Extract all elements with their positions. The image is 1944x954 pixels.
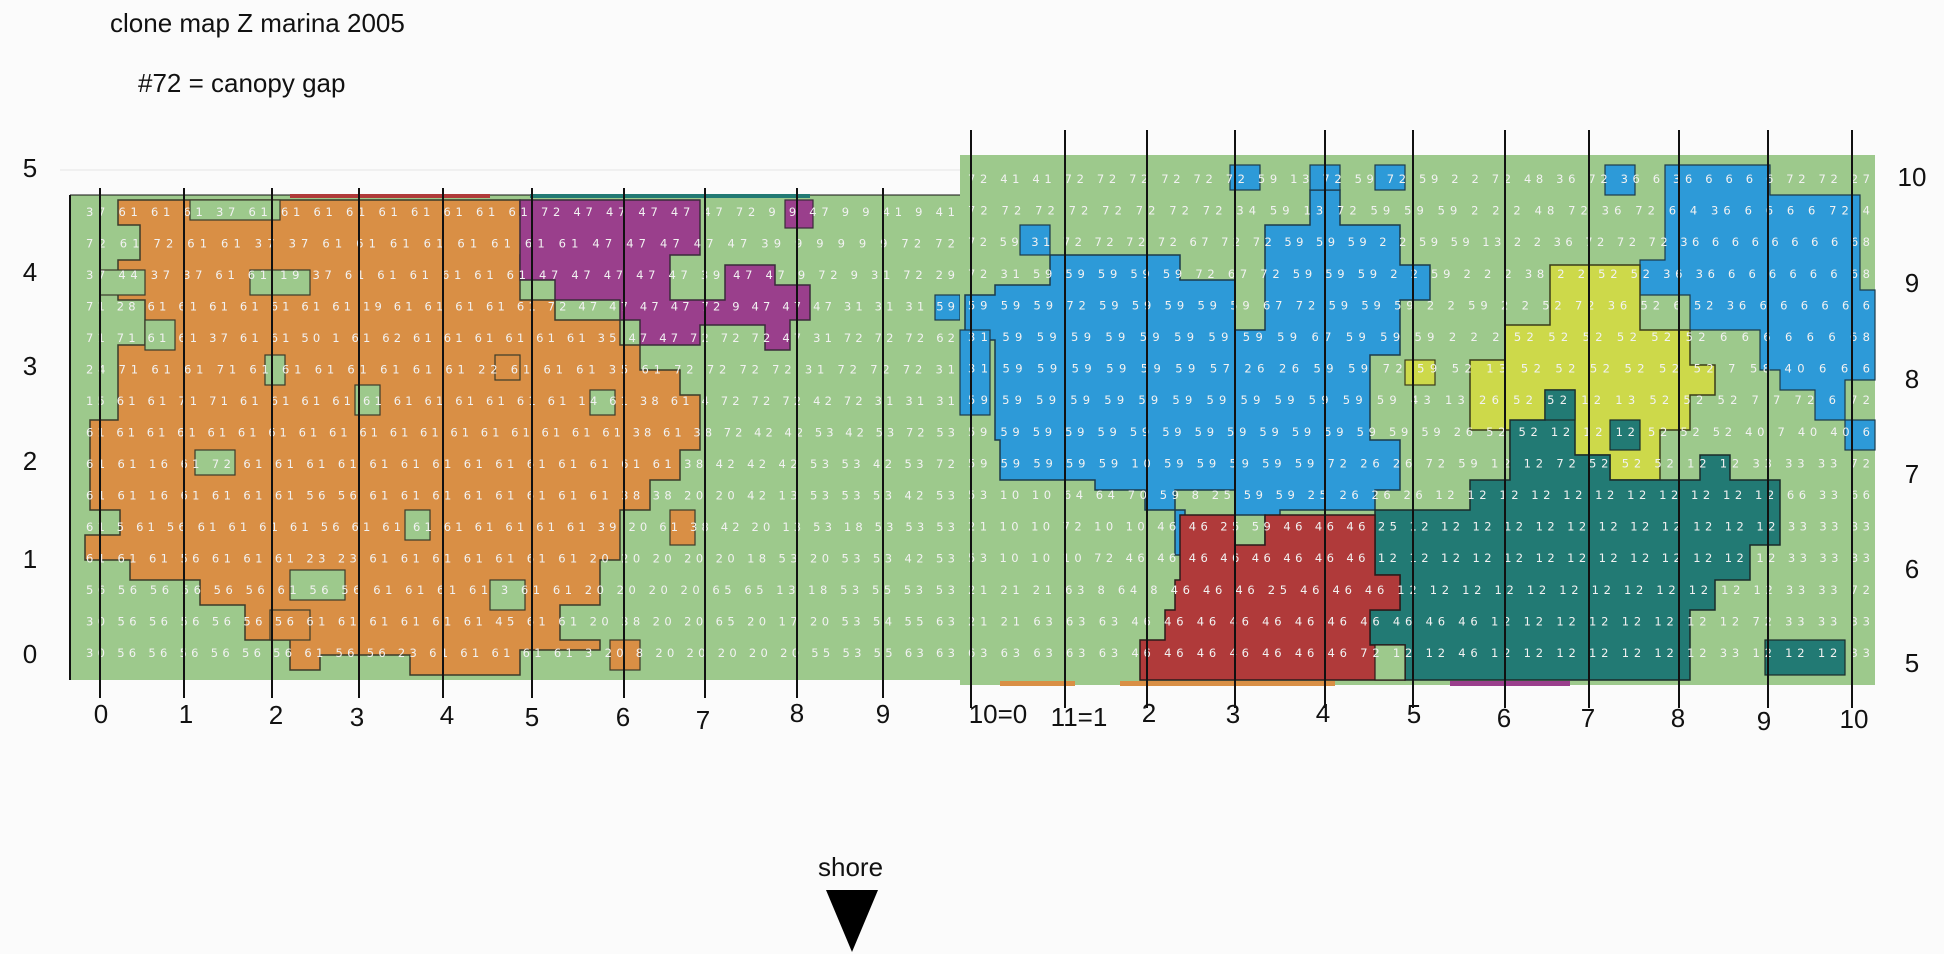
x-axis-label: 9: [1757, 706, 1771, 736]
blue-clone-region: [959, 164, 1876, 556]
x-axis-label: 4: [1316, 698, 1330, 728]
cell-number-row: 30 56 56 56 56 56 56 61 61 61 61 61 61 4…: [86, 615, 955, 629]
orange-clone-region: [84, 199, 701, 676]
x-axis-label: 7: [696, 705, 710, 735]
y-axis-label: 5: [1905, 648, 1919, 678]
x-axis-label: 10: [1840, 704, 1869, 734]
y-axis-label: 0: [23, 639, 37, 669]
canopy-gap-note: #72 = canopy gap: [138, 68, 346, 98]
x-axis-label: 2: [1142, 698, 1156, 728]
x-axis-label: 6: [616, 702, 630, 732]
cell-number-row: 72 41 41 72 72 72 72 72 72 59 13 72 59 7…: [968, 172, 1870, 186]
cell-number-row: 71 28 61 61 61 61 61 61 61 19 61 61 61 6…: [86, 300, 955, 314]
cell-number-row: 63 63 63 63 63 46 46 46 46 46 46 46 72 1…: [968, 646, 1870, 660]
right-y-labels: 10 9 8 7 6 5: [1898, 162, 1927, 678]
bottom-orange-strip-2: [1120, 681, 1335, 686]
cell-number-row: 56 56 56 56 56 56 61 56 56 61 61 61 61 3…: [86, 583, 955, 597]
x-axis-label: 1: [179, 699, 193, 729]
x-axis-label: 6: [1497, 703, 1511, 733]
x-axis-label: 5: [1407, 699, 1421, 729]
y-axis-label: 6: [1905, 554, 1919, 584]
cell-number-row: 61 61 16 61 61 61 61 56 56 61 61 61 61 6…: [86, 489, 955, 503]
vertical-grid-lines: [99, 130, 1853, 708]
cell-number-row: 59 59 59 59 59 10 59 59 59 59 59 72 26 2…: [968, 456, 1870, 470]
right-x-labels: 10=0 11=1 2 3 4 5 6 7 8 9 10: [969, 698, 1869, 736]
left-x-labels: 0 1 2 3 4 5 6 7 8 9: [94, 698, 890, 735]
cell-number-row: 53 10 10 64 64 70 59 8 25 59 59 25 26 26…: [968, 488, 1870, 502]
cell-number-row: 71 71 61 61 37 61 61 50 1 61 62 61 61 61…: [86, 331, 955, 345]
x-axis-label: 4: [440, 700, 454, 730]
bottom-purple-strip: [1450, 681, 1570, 686]
x-axis-label: 9: [876, 699, 890, 729]
purple-clone-region: [519, 199, 814, 351]
y-axis-label: 2: [23, 446, 37, 476]
cell-number-row: 21 21 63 63 63 46 46 46 46 46 46 46 46 4…: [968, 614, 1870, 628]
cell-number-row: 31 59 59 59 59 59 59 59 59 59 67 59 59 5…: [968, 330, 1870, 344]
y-axis-label: 10: [1898, 162, 1927, 192]
shore-label: shore: [818, 852, 884, 882]
y-axis-label: 5: [23, 153, 37, 183]
y-axis-label: 7: [1905, 459, 1919, 489]
shore-arrow-icon: [826, 890, 878, 952]
bottom-orange-strip: [1000, 681, 1075, 686]
y-axis-label: 3: [23, 351, 37, 381]
x-axis-label: 11=1: [1051, 702, 1108, 732]
y-axis-label: 9: [1905, 268, 1919, 298]
x-axis-label: 8: [790, 698, 804, 728]
x-axis-label: 0: [94, 699, 108, 729]
cell-number-row: 37 61 61 61 37 61 61 61 61 61 61 61 61 6…: [86, 205, 955, 219]
cell-number-row: 61 61 16 61 72 61 61 61 61 61 61 61 61 6…: [86, 457, 955, 471]
x-axis-label: 8: [1671, 703, 1685, 733]
cell-number-row: 37 44 37 37 61 61 19 37 61 61 61 61 61 6…: [86, 268, 955, 282]
x-axis-label: 10=0: [969, 699, 1028, 729]
x-axis-label: 5: [525, 702, 539, 732]
map-title: clone map Z marina 2005: [110, 8, 405, 38]
teal-clone-region: [1369, 389, 1846, 681]
cell-number-row: 61 5 61 56 61 61 61 61 56 61 61 61 61 61…: [86, 520, 955, 534]
x-axis-label: 3: [1226, 699, 1240, 729]
left-y-labels: 5 4 3 2 1 0: [23, 153, 37, 669]
x-axis-label: 3: [350, 702, 364, 732]
cell-number-row: 15 61 61 71 71 61 61 61 61 61 61 61 61 6…: [86, 394, 955, 408]
y-axis-label: 8: [1905, 364, 1919, 394]
x-axis-label: 2: [269, 700, 283, 730]
cell-number-row: 61 61 61 56 61 61 61 23 23 61 61 61 61 6…: [86, 552, 955, 566]
x-axis-label: 7: [1581, 703, 1595, 733]
red-clone-region: [1139, 514, 1406, 681]
y-axis-label: 1: [23, 544, 37, 574]
y-axis-label: 4: [23, 257, 37, 287]
cell-number-row: 31 59 59 59 59 59 59 57 26 26 59 59 72 5…: [968, 362, 1870, 376]
